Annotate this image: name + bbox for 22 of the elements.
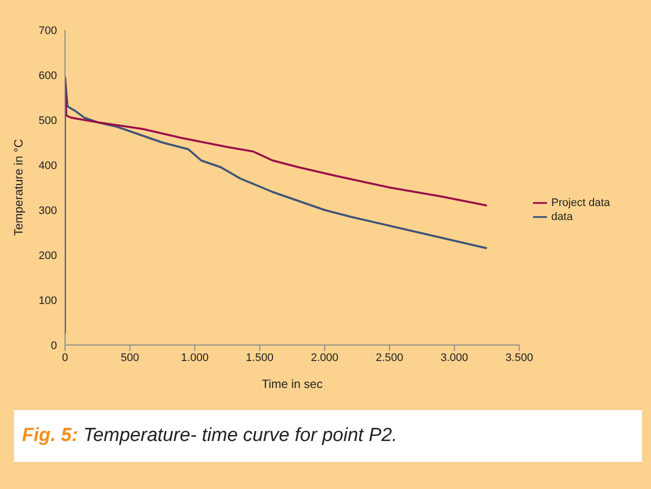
y-tick-label: 100	[38, 294, 57, 307]
y-tick-label: 0	[50, 340, 57, 352]
x-tick-label: 1.500	[246, 352, 274, 364]
y-tick-label: 700	[38, 24, 57, 37]
x-tick-label: 500	[120, 352, 140, 364]
x-tick-label: 3.500	[506, 352, 534, 364]
y-axis-title: Temperature in °C	[11, 138, 26, 236]
y-tick-label: 300	[38, 204, 57, 217]
x-tick-label: 2.500	[376, 352, 404, 364]
legend-label: data	[551, 210, 573, 223]
line-series	[65, 76, 488, 335]
y-tick-label: 200	[38, 250, 57, 262]
x-tick-label: 3.000	[440, 352, 468, 364]
x-tick-label: 0	[62, 352, 68, 364]
y-tick-label: 600	[38, 70, 57, 82]
caption: Fig. 5: Temperature- time curve for point P2.	[22, 425, 398, 447]
y-tick-label: 400	[38, 160, 57, 172]
y-tick-label: 500	[38, 114, 57, 127]
x-tick-label: 2.000	[310, 352, 338, 364]
x-tick-label: 1.000	[181, 352, 209, 364]
legend-label: Project data	[551, 196, 610, 209]
x-axis-title: Time in sec	[262, 377, 323, 391]
